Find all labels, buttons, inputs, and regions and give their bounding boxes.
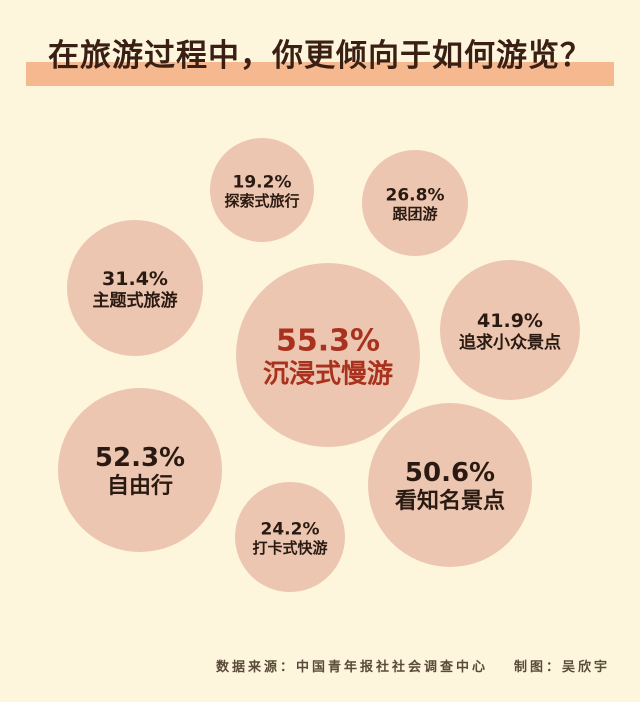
bubble-value-label: 41.9%	[477, 310, 543, 332]
bubble-value-label: 24.2%	[261, 519, 320, 539]
data-source: 数据来源：中国青年报社社会调查中心	[215, 660, 488, 675]
bubble-category-label: 自由行	[107, 473, 173, 499]
chart-title: 在旅游过程中，你更倾向于如何游览？	[48, 38, 592, 74]
bubble-0: 19.2%探索式旅行	[210, 138, 314, 242]
bubble-3: 55.3%沉浸式慢游	[236, 263, 420, 447]
bubble-value-label: 52.3%	[95, 443, 185, 473]
bubble-value-label: 26.8%	[386, 185, 445, 205]
bubble-value-label: 50.6%	[405, 458, 495, 488]
bubble-category-label: 跟团游	[392, 205, 437, 223]
bubble-circle	[235, 482, 345, 592]
footer: 数据来源：中国青年报社社会调查中心 制图：吴欣宇	[216, 656, 610, 675]
bubble-circle	[368, 403, 532, 567]
bubble-category-label: 沉浸式慢游	[263, 359, 393, 389]
bubble-circle	[362, 150, 468, 256]
bubble-circle	[236, 263, 420, 447]
bubble-category-label: 打卡式快游	[252, 539, 327, 557]
bubble-1: 26.8%跟团游	[362, 150, 468, 256]
chart-credit: 制图：吴欣宇	[513, 660, 610, 675]
bubble-7: 24.2%打卡式快游	[235, 482, 345, 592]
title-highlight-bar	[26, 62, 614, 86]
bubble-circle	[210, 138, 314, 242]
bubble-circle	[440, 260, 580, 400]
bubble-5: 52.3%自由行	[58, 388, 222, 552]
bubble-value-label: 31.4%	[102, 268, 168, 290]
bubble-value-label: 55.3%	[276, 324, 380, 359]
bubble-category-label: 主题式旅游	[93, 290, 178, 311]
bubble-4: 41.9%追求小众景点	[440, 260, 580, 400]
bubble-category-label: 探索式旅行	[224, 192, 299, 210]
bubble-6: 50.6%看知名景点	[368, 403, 532, 567]
bubble-circle	[58, 388, 222, 552]
bubble-category-label: 看知名景点	[395, 488, 505, 514]
bubble-circle	[67, 220, 203, 356]
bubble-2: 31.4%主题式旅游	[67, 220, 203, 356]
bubble-value-label: 19.2%	[233, 172, 292, 192]
bubble-category-label: 追求小众景点	[459, 332, 561, 353]
